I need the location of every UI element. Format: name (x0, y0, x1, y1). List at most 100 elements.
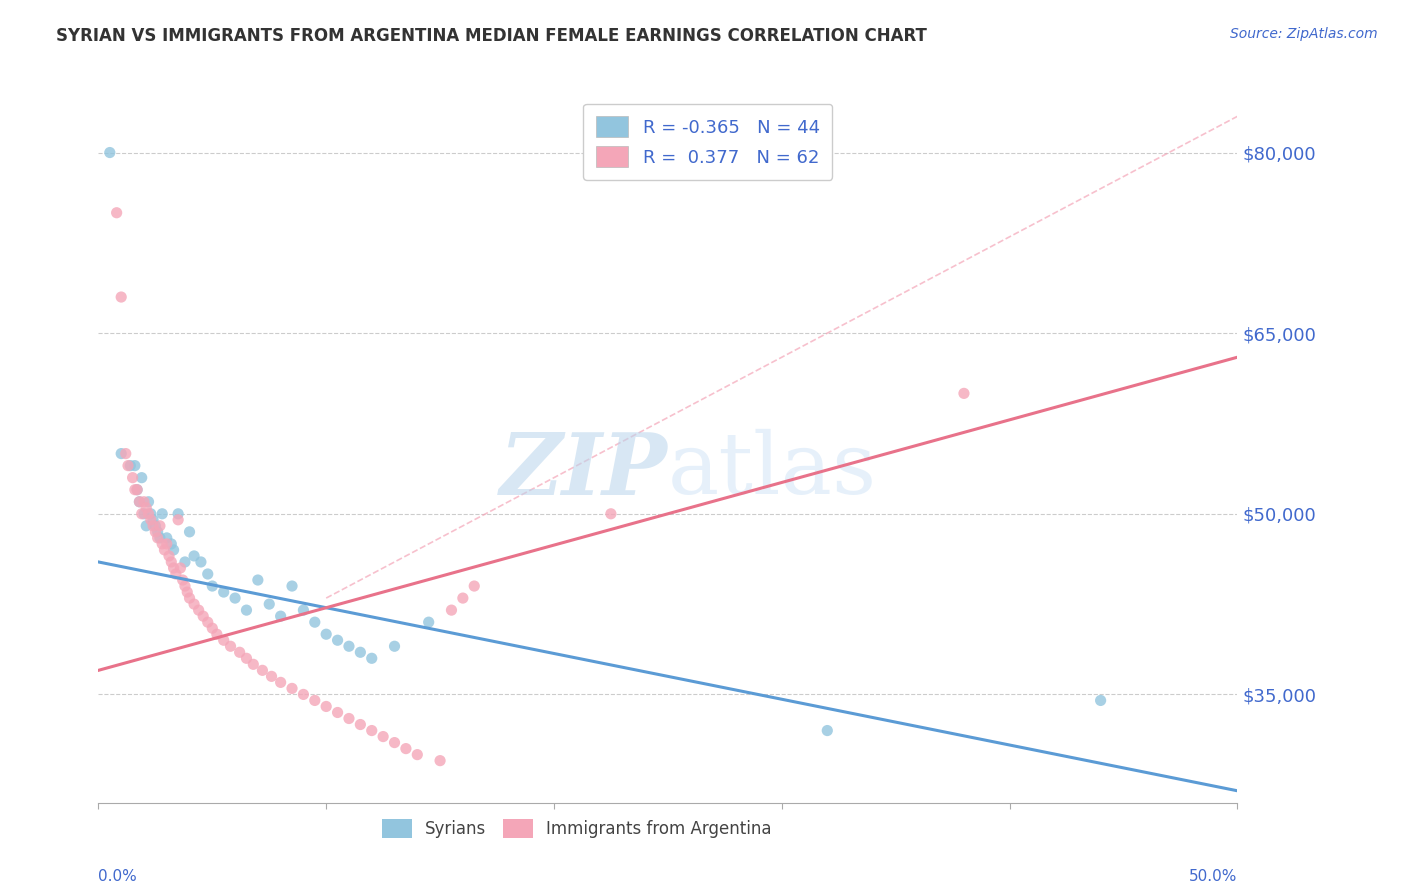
Point (105, 205, 128, 219)
Point (150, 537, 173, 551)
Point (326, 706, 349, 720)
Point (463, 579, 485, 593)
Point (201, 579, 224, 593)
Point (205, 627, 228, 641)
Point (149, 531, 172, 545)
Text: 50.0%: 50.0% (1189, 869, 1237, 884)
Point (235, 603, 257, 617)
Point (149, 518, 172, 533)
Point (252, 664, 274, 678)
Point (270, 609, 292, 624)
Point (174, 579, 197, 593)
Point (384, 735, 406, 749)
Point (187, 603, 209, 617)
Point (815, 723, 838, 738)
Point (242, 657, 264, 672)
Point (142, 518, 165, 533)
Point (315, 699, 337, 714)
Point (183, 597, 205, 611)
Point (167, 507, 190, 521)
Point (1090, 693, 1112, 707)
Point (451, 591, 474, 605)
Point (153, 542, 176, 557)
Text: atlas: atlas (668, 429, 877, 512)
Text: ZIP: ZIP (501, 429, 668, 512)
Point (98, 145, 121, 160)
Point (304, 615, 326, 630)
Point (120, 458, 142, 473)
Point (219, 639, 242, 653)
Point (190, 555, 212, 569)
Point (360, 651, 382, 665)
Point (384, 639, 406, 653)
Point (114, 446, 136, 460)
Point (371, 730, 394, 744)
Point (127, 483, 149, 497)
Point (304, 693, 326, 707)
Point (259, 597, 281, 611)
Point (326, 633, 349, 648)
Point (157, 549, 180, 563)
Point (406, 747, 429, 762)
Point (160, 555, 183, 569)
Point (146, 531, 169, 545)
Point (228, 645, 250, 659)
Point (138, 494, 160, 508)
Point (138, 507, 160, 521)
Point (156, 537, 179, 551)
Point (124, 458, 146, 473)
Point (172, 573, 194, 587)
Point (235, 651, 257, 665)
Point (110, 446, 132, 460)
Point (131, 470, 153, 484)
Point (145, 518, 167, 533)
Point (117, 458, 139, 473)
Point (201, 621, 224, 635)
Point (212, 633, 235, 648)
Point (150, 507, 173, 521)
Point (224, 591, 246, 605)
Text: 0.0%: 0.0% (98, 869, 138, 884)
Point (156, 531, 179, 545)
Point (121, 470, 143, 484)
Point (110, 290, 132, 304)
Point (429, 754, 451, 768)
Point (128, 494, 150, 508)
Point (132, 507, 155, 521)
Point (349, 717, 371, 731)
Point (440, 603, 463, 617)
Point (179, 524, 201, 539)
Point (131, 507, 153, 521)
Point (197, 567, 219, 582)
Point (139, 513, 162, 527)
Point (395, 741, 418, 756)
Point (337, 712, 360, 726)
Point (315, 627, 337, 641)
Point (127, 483, 149, 497)
Point (197, 615, 219, 630)
Point (183, 549, 205, 563)
Point (349, 645, 371, 659)
Point (132, 494, 155, 508)
Point (162, 542, 184, 557)
Point (292, 603, 315, 617)
Point (124, 483, 146, 497)
Point (142, 513, 165, 527)
Point (246, 573, 269, 587)
Point (418, 615, 440, 630)
Text: Source: ZipAtlas.com: Source: ZipAtlas.com (1230, 27, 1378, 41)
Point (162, 561, 184, 575)
Point (176, 585, 198, 599)
Point (135, 500, 157, 515)
Point (169, 561, 191, 575)
Text: SYRIAN VS IMMIGRANTS FROM ARGENTINA MEDIAN FEMALE EARNINGS CORRELATION CHART: SYRIAN VS IMMIGRANTS FROM ARGENTINA MEDI… (56, 27, 927, 45)
Point (167, 513, 190, 527)
Point (260, 669, 283, 683)
Legend: Syrians, Immigrants from Argentina: Syrians, Immigrants from Argentina (375, 813, 779, 845)
Point (160, 537, 183, 551)
Point (270, 675, 292, 690)
Point (193, 609, 215, 624)
Point (139, 507, 162, 521)
Point (600, 507, 623, 521)
Point (174, 555, 197, 569)
